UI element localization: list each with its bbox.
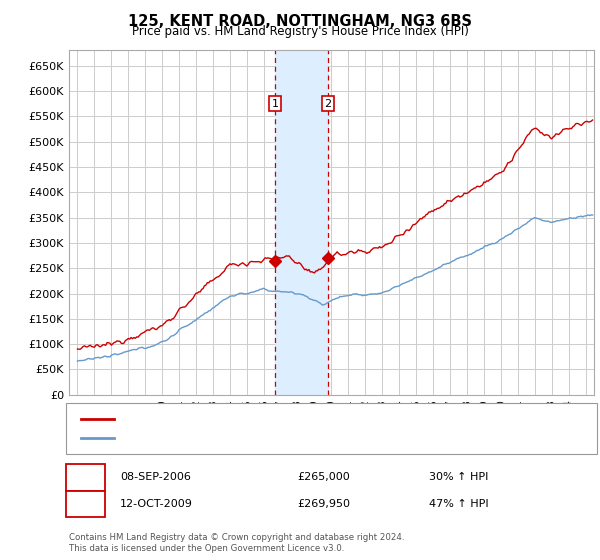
- Text: 1: 1: [272, 99, 278, 109]
- Text: 30% ↑ HPI: 30% ↑ HPI: [429, 472, 488, 482]
- Text: 125, KENT ROAD, NOTTINGHAM, NG3 6BS (detached house): 125, KENT ROAD, NOTTINGHAM, NG3 6BS (det…: [121, 413, 449, 423]
- Bar: [275, 50, 328, 395]
- Text: £269,950: £269,950: [297, 499, 350, 509]
- Text: Price paid vs. HM Land Registry's House Price Index (HPI): Price paid vs. HM Land Registry's House …: [131, 25, 469, 38]
- Text: Contains HM Land Registry data © Crown copyright and database right 2024.
This d: Contains HM Land Registry data © Crown c…: [69, 533, 404, 553]
- Text: 2: 2: [325, 99, 332, 109]
- Text: 12-OCT-2009: 12-OCT-2009: [120, 499, 193, 509]
- Text: 47% ↑ HPI: 47% ↑ HPI: [429, 499, 488, 509]
- Text: 1: 1: [82, 470, 89, 484]
- Text: 2: 2: [82, 497, 89, 511]
- Text: £265,000: £265,000: [297, 472, 350, 482]
- Text: 125, KENT ROAD, NOTTINGHAM, NG3 6BS: 125, KENT ROAD, NOTTINGHAM, NG3 6BS: [128, 14, 472, 29]
- Text: HPI: Average price, detached house, Gedling: HPI: Average price, detached house, Gedl…: [121, 433, 366, 444]
- Text: 08-SEP-2006: 08-SEP-2006: [120, 472, 191, 482]
